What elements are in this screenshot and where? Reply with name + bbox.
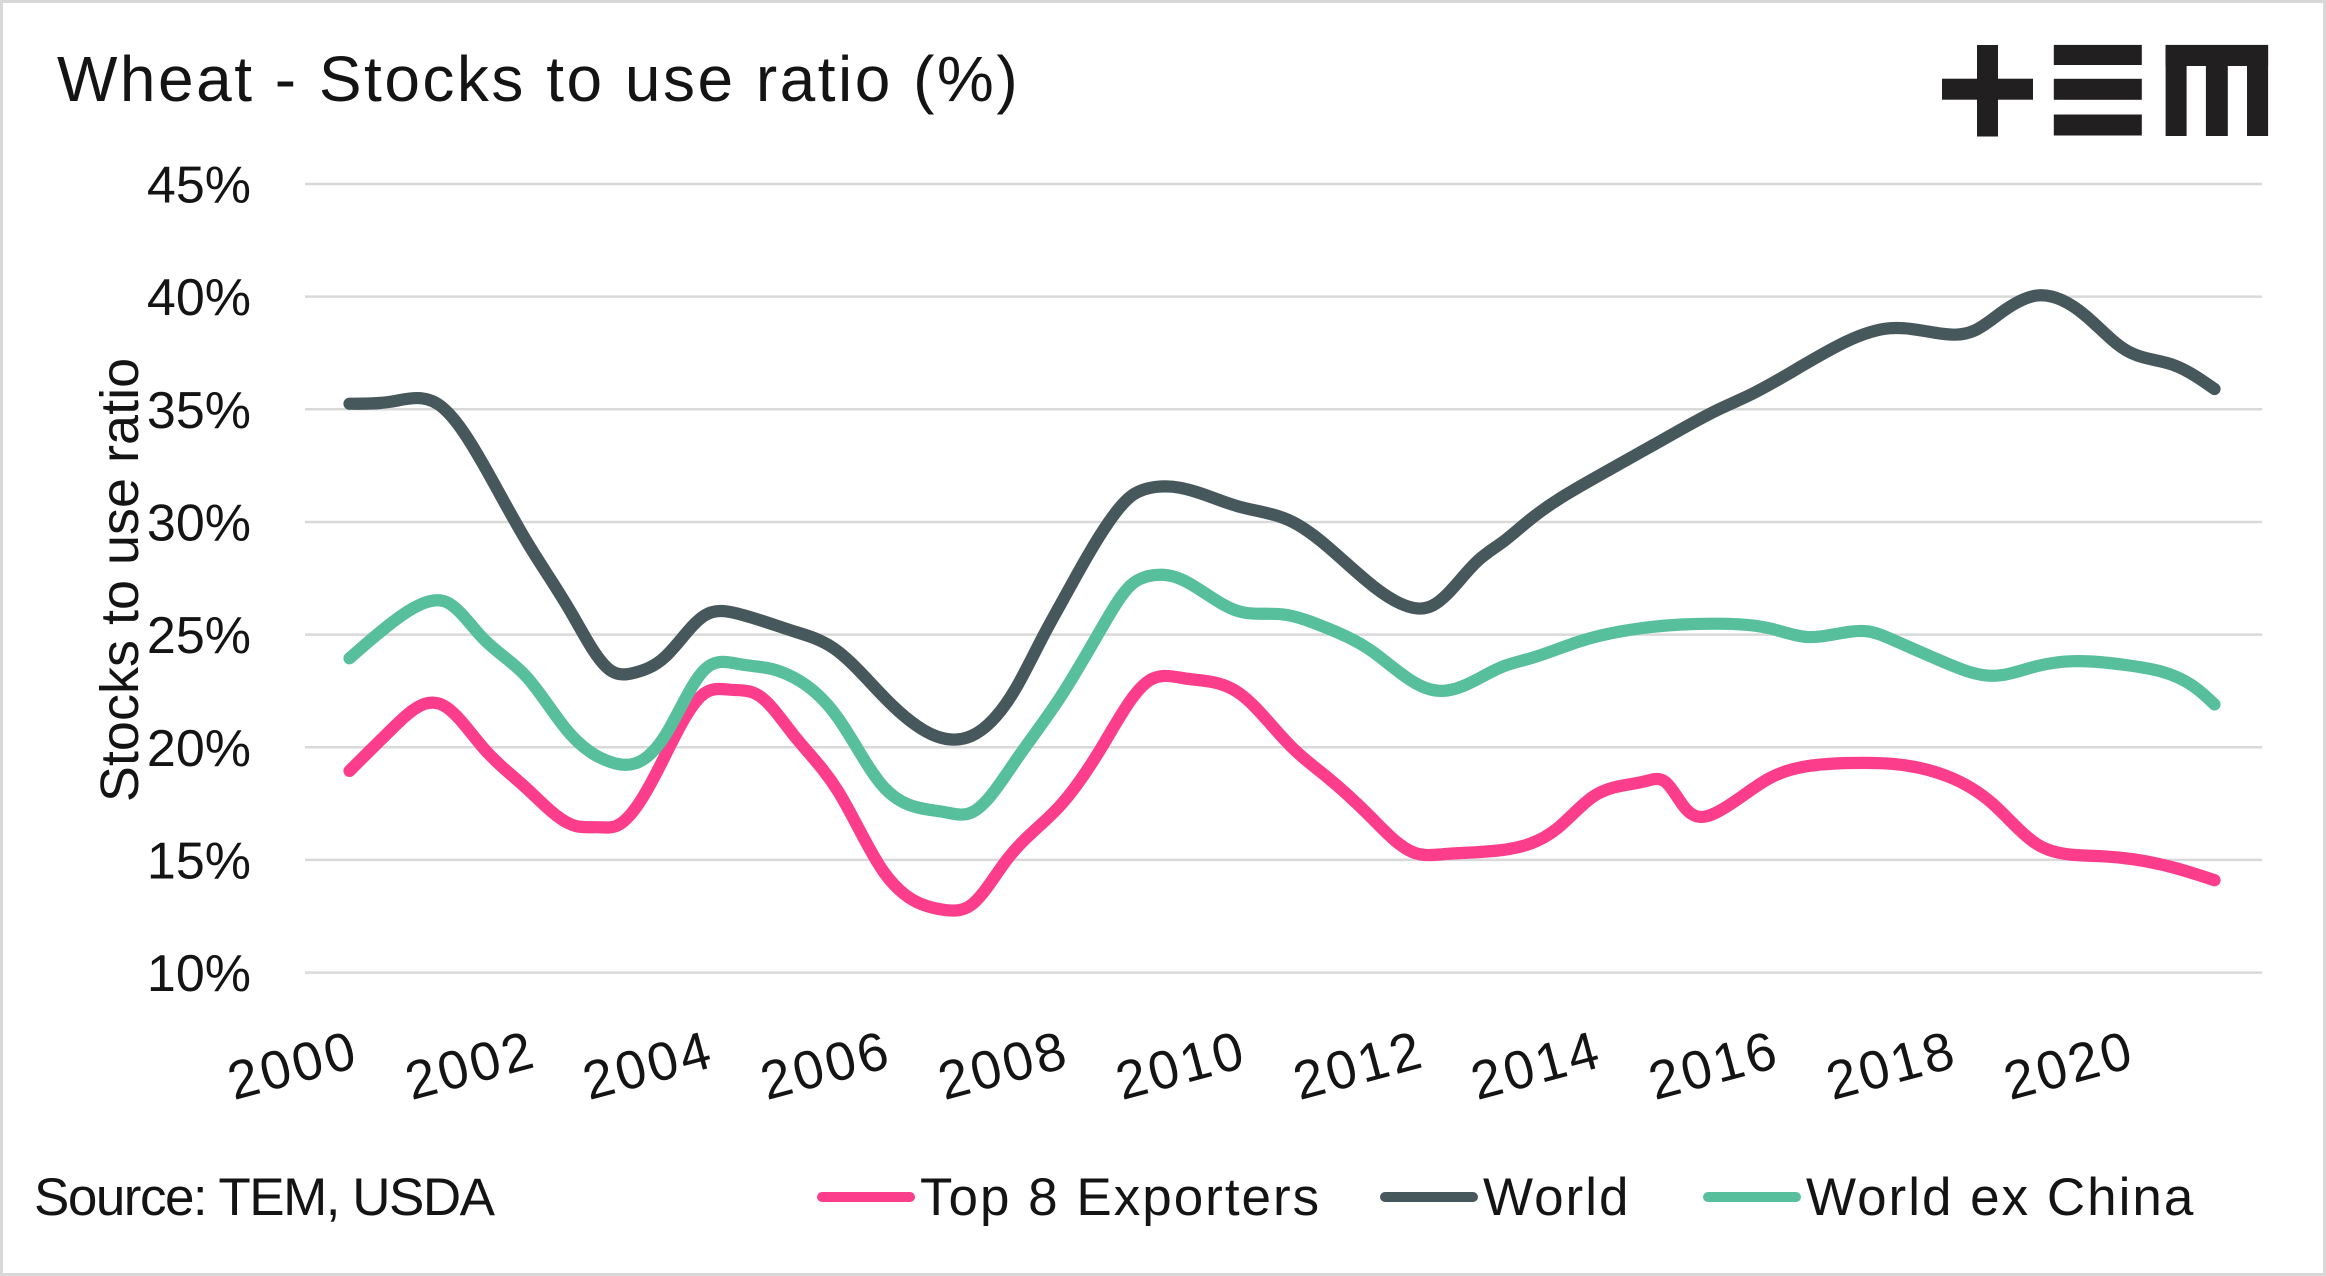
svg-text:Stocks to use ratio: Stocks to use ratio [90,358,150,802]
svg-text:World ex China: World ex China [1806,1168,2195,1227]
svg-text:30%: 30% [147,495,251,553]
svg-text:Top 8 Exporters: Top 8 Exporters [920,1168,1321,1227]
svg-text:Wheat - Stocks to use ratio (%: Wheat - Stocks to use ratio (%) [57,43,1020,115]
svg-text:Source: TEM, USDA: Source: TEM, USDA [34,1168,496,1227]
svg-text:25%: 25% [147,607,251,665]
svg-text:20%: 20% [147,720,251,778]
svg-text:40%: 40% [147,269,251,327]
svg-text:10%: 10% [147,945,251,1003]
svg-text:45%: 45% [147,157,251,215]
svg-text:World: World [1483,1168,1630,1227]
svg-text:15%: 15% [147,832,251,890]
svg-text:35%: 35% [147,382,251,440]
